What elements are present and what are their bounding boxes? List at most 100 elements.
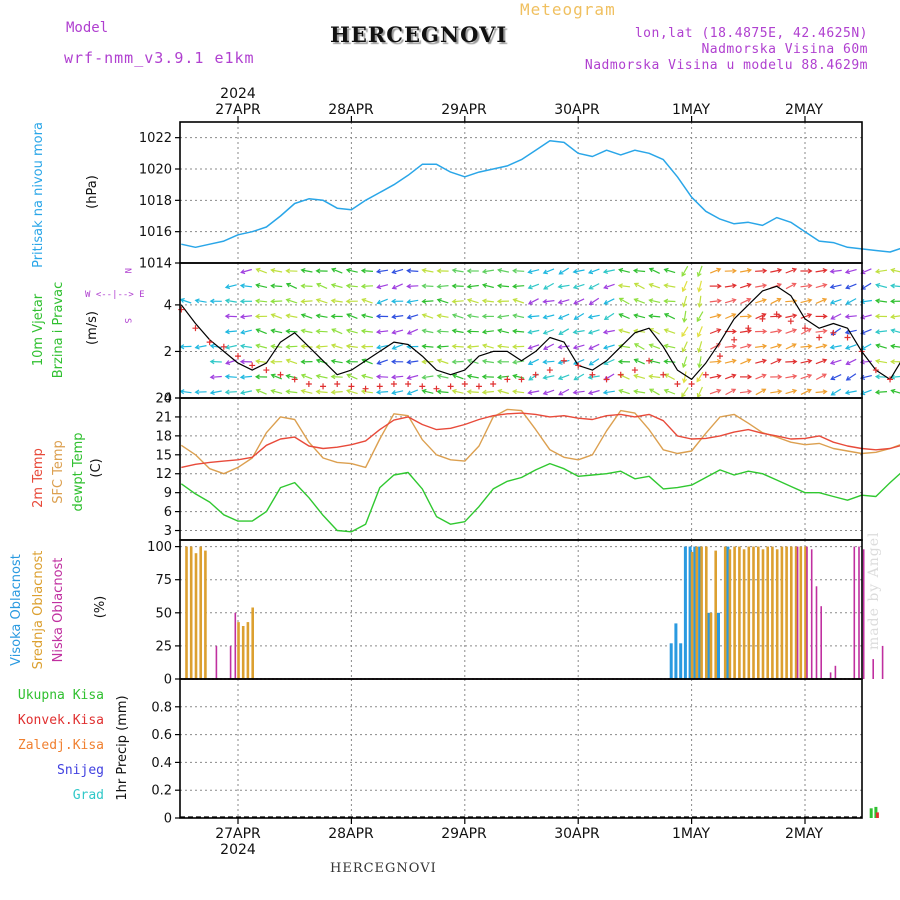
wind-arrow-139 [407,328,419,335]
wind-arrowhead-200 [512,283,517,289]
wind-arrowhead-96 [330,343,336,349]
wind-arrow-129 [392,315,404,318]
wind-arrow-162 [452,269,464,273]
bottom-date-28apr: 28APR [328,826,374,842]
wind-arrow-194 [498,345,510,348]
wind-arrowhead-232 [557,359,563,365]
wind-arrowhead-425 [890,283,896,289]
cloud-mid-bar-7 [246,622,250,679]
wind-arrowhead-303 [681,347,687,353]
wind-speed-marker-36 [688,381,695,388]
top-date-30apr: 30APR [554,102,600,118]
wind-arrow-294 [664,360,676,363]
wind-arrow-217 [543,282,554,290]
wind-arrowhead-309 [697,302,703,308]
wind-arrowhead-246 [588,300,594,305]
wind-arrow-211 [528,329,540,334]
wind-arrowhead-263 [617,283,623,289]
wind-arrow-83 [316,299,328,304]
wind-arrowhead-100 [345,267,351,273]
wind-arrowhead-149 [421,328,427,334]
wind-arrow-186 [482,360,494,364]
wind-arrow-378 [815,269,827,273]
wind-arrow-68 [286,345,298,348]
wind-arrowhead-34 [225,360,231,365]
wind-arrowhead-80 [300,373,306,379]
wind-arrowhead-235 [572,268,578,274]
wind-arrowhead-95 [331,328,337,333]
wind-arrow-406 [861,282,872,290]
cloud-low-bar-10 [853,546,856,679]
wind-arrowhead-399 [845,300,851,305]
wind-arrow-95 [331,344,343,349]
wind-arrowhead-234 [558,390,564,396]
wind-arrowhead-93 [330,298,336,304]
wind-arrow-34 [225,375,237,378]
wind-arrow-99 [346,269,358,273]
wind-arrow-317 [709,300,721,303]
wind-arrow-21 [211,316,222,317]
wind-arrow-237 [574,312,585,320]
wind-arrow-273 [634,314,646,319]
wind-speed-marker-24 [518,376,525,383]
wind-arrowhead-168 [451,343,457,349]
wind-arrowhead-92 [330,283,336,289]
wind-arrowhead-49 [254,313,260,320]
wind-arrowhead-62 [270,373,276,379]
wind-arrowhead-137 [406,283,412,289]
wind-arrow-287 [649,388,660,396]
wind-arrowhead-68 [285,328,291,334]
wind-arrowhead-50 [255,328,261,333]
wind-arrowhead-104 [345,328,352,334]
wind-arrowhead-56 [270,283,276,289]
wind-arrow-350 [755,388,766,396]
wind-arrow-119 [377,298,388,304]
wind-arrow-98 [331,391,343,393]
wind-arrowhead-144 [406,390,412,396]
wind-arrowhead-4 [181,314,185,318]
wind-arrowhead-136 [406,268,412,274]
wind-arrow-284 [649,344,661,350]
station-title: HERCEGNOVI [330,22,508,47]
wind-arrow-134 [392,390,404,394]
cloud-mid-bar-26 [775,549,779,679]
wind-arrowhead-408 [859,299,865,305]
wind-arrowhead-273 [633,298,639,303]
wind-arrow-1 [181,284,191,289]
legend-hail: Grad [73,788,104,803]
wind-arrow-108 [361,270,374,272]
wind-arrowhead-13 [196,314,200,318]
wind-arrow-31 [225,330,237,333]
wind-arrow-377 [800,389,812,395]
wind-arrow-298 [682,280,688,292]
wind-arrow-419 [876,344,887,349]
legend-convective-rain: Konvek.Kisa [18,713,104,728]
wind-arrowhead-243 [572,389,578,395]
wind-speed-marker-33 [646,357,653,364]
wind-arrowhead-204 [512,344,517,350]
wind-arrowhead-22 [211,315,215,319]
station-elevation: Nadmorska Visina 60m [701,42,868,57]
wind-arrowhead-73 [300,268,306,274]
cloud-mid-bar-20 [747,546,751,679]
wind-arrow-11 [195,299,207,303]
wind-arrowhead-280 [648,267,654,273]
wind-arrow-408 [860,314,872,319]
wind-arrow-72 [301,269,313,273]
wind-arrow-216 [543,268,555,274]
wind-arrow-412 [860,375,872,379]
wind-arrow-374 [800,345,812,348]
wind-arrow-197 [498,389,509,395]
wind-arrowhead-43 [239,359,245,365]
wind-arrowhead-230 [558,330,564,335]
wind-arrow-73 [301,285,313,287]
wind-arrowhead-356 [777,328,783,334]
wind-arrow-55 [271,285,283,288]
wind-speed-marker-35 [674,381,681,388]
wind-arrowhead-174 [466,298,473,304]
wind-arrow-261 [619,269,630,273]
wind-arrow-212 [528,344,540,349]
cloud-high-bar-6 [698,546,702,679]
wind-speed-marker-23 [504,376,511,383]
wind-arrow-387 [830,269,842,273]
